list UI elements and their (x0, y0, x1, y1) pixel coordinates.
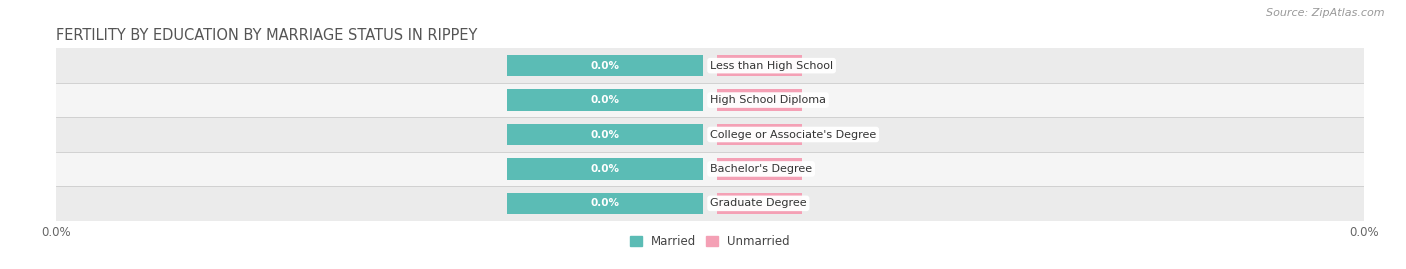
Bar (508, 124, 703, 145)
Text: 0.0%: 0.0% (745, 95, 773, 105)
Text: High School Diploma: High School Diploma (710, 95, 827, 105)
Bar (508, 193, 703, 214)
Bar (56, 186, 1364, 221)
Text: Graduate Degree: Graduate Degree (710, 198, 807, 208)
Text: 0.0%: 0.0% (745, 198, 773, 208)
Bar (56, 83, 1364, 117)
Text: 0.0%: 0.0% (591, 164, 620, 174)
Bar (508, 158, 703, 180)
Text: 0.0%: 0.0% (745, 61, 773, 71)
Bar (717, 124, 801, 145)
Text: College or Associate's Degree: College or Associate's Degree (710, 129, 876, 140)
Bar (56, 48, 1364, 83)
Bar (56, 152, 1364, 186)
Bar (56, 117, 1364, 152)
Bar (508, 55, 703, 76)
Text: Source: ZipAtlas.com: Source: ZipAtlas.com (1267, 8, 1385, 18)
Text: Bachelor's Degree: Bachelor's Degree (710, 164, 813, 174)
Bar (717, 55, 801, 76)
Text: 0.0%: 0.0% (591, 61, 620, 71)
Bar (717, 193, 801, 214)
Bar (717, 158, 801, 180)
Text: 0.0%: 0.0% (591, 95, 620, 105)
Legend: Married, Unmarried: Married, Unmarried (626, 230, 794, 253)
Text: Less than High School: Less than High School (710, 61, 834, 71)
Bar (508, 89, 703, 111)
Text: FERTILITY BY EDUCATION BY MARRIAGE STATUS IN RIPPEY: FERTILITY BY EDUCATION BY MARRIAGE STATU… (56, 28, 478, 43)
Text: 0.0%: 0.0% (591, 198, 620, 208)
Bar (717, 89, 801, 111)
Text: 0.0%: 0.0% (745, 164, 773, 174)
Text: 0.0%: 0.0% (591, 129, 620, 140)
Text: 0.0%: 0.0% (745, 129, 773, 140)
